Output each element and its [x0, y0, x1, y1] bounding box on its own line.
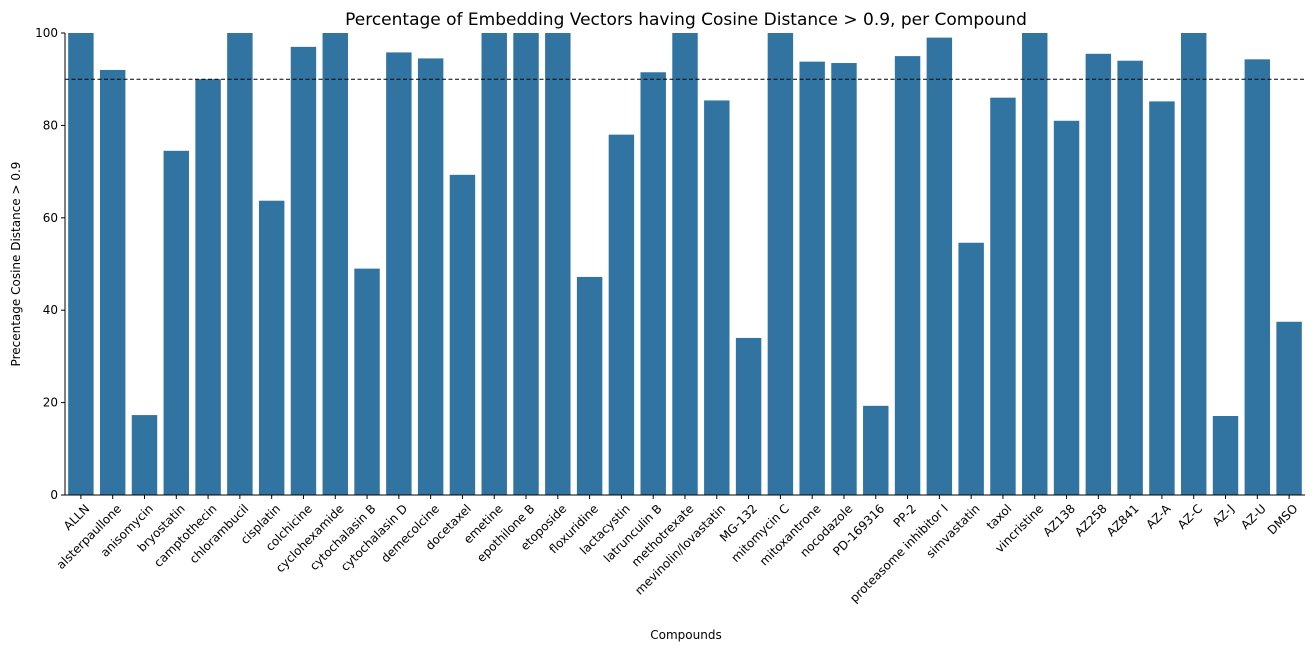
y-tick-label-3: 60: [43, 211, 58, 225]
x-tick-label-26: PP-2: [891, 502, 919, 530]
x-tick-label-33: AZ841: [1104, 502, 1142, 540]
bar-13: [481, 33, 507, 495]
bar-28: [958, 242, 984, 495]
bar-33: [1117, 60, 1143, 495]
bar-20: [704, 100, 730, 495]
bar-37: [1244, 59, 1271, 495]
chart-title: Percentage of Embedding Vectors having C…: [345, 10, 1027, 30]
bar-9: [354, 268, 380, 495]
bar-32: [1085, 53, 1112, 495]
x-tick-label-31: AZ138: [1040, 502, 1078, 540]
x-tick-label-32: AZ258: [1072, 502, 1110, 540]
bar-26: [894, 56, 921, 495]
bar-36: [1212, 416, 1239, 495]
bar-30: [1022, 33, 1048, 495]
bar-15: [545, 33, 571, 495]
bar-16: [576, 276, 603, 495]
x-tick-label-36: AZ-J: [1210, 502, 1237, 529]
bar-2: [131, 415, 158, 495]
x-ticks-group: ALLNalsterpaulloneanisomycinbryostatinca…: [54, 495, 1301, 605]
bar-14: [513, 33, 539, 495]
bar-1: [99, 69, 126, 496]
y-tick-label-0: 0: [50, 488, 58, 502]
bars-group: [68, 33, 1302, 496]
bar-35: [1181, 33, 1207, 495]
bar-18: [640, 72, 666, 496]
bar-11: [417, 58, 444, 495]
bar-6: [258, 200, 285, 495]
bar-4: [195, 79, 221, 495]
bar-5: [227, 33, 253, 495]
bar-38: [1276, 321, 1302, 495]
y-ticks-group: 0 20 40 60 80 100: [35, 26, 65, 502]
bar-27: [926, 37, 953, 496]
bar-17: [608, 134, 635, 495]
x-tick-label-38: DMSO: [1265, 502, 1301, 538]
x-tick-label-35: AZ-C: [1175, 502, 1205, 532]
y-tick-label-1: 20: [43, 396, 58, 410]
x-axis-title: Compounds: [650, 628, 721, 642]
bar-23: [799, 61, 825, 495]
bar-0: [68, 33, 94, 495]
bar-21: [735, 337, 762, 495]
bar-25: [863, 405, 889, 495]
bar-24: [831, 63, 857, 495]
bar-7: [290, 46, 317, 496]
x-tick-label-34: AZ-A: [1143, 501, 1174, 532]
bar-29: [990, 97, 1016, 496]
bar-10: [386, 52, 412, 496]
bar-12: [449, 174, 476, 495]
y-tick-label-2: 40: [43, 303, 58, 317]
bar-8: [322, 33, 348, 495]
y-axis-title: Precentage Cosine Distance > 0.9: [9, 162, 23, 367]
y-tick-label-4: 80: [43, 118, 58, 132]
bar-22: [767, 33, 794, 495]
bar-34: [1149, 101, 1175, 495]
bar-19: [672, 33, 698, 495]
bar-31: [1053, 120, 1080, 495]
y-tick-label-5: 100: [35, 26, 58, 40]
bar-3: [163, 150, 189, 495]
